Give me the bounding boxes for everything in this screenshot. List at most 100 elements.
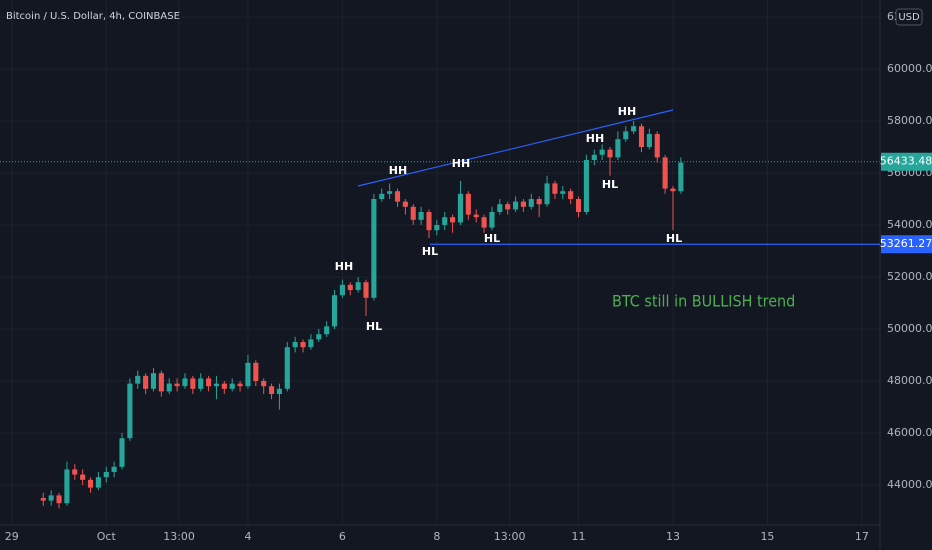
y-tick-label: 60000.00 xyxy=(887,62,932,75)
x-tick-label: 4 xyxy=(244,530,251,543)
candle-body xyxy=(276,388,282,395)
currency-badge xyxy=(895,8,923,26)
candle-body xyxy=(316,334,322,340)
grid xyxy=(0,0,880,525)
candle-body xyxy=(206,378,212,387)
support-price-label: 53261.27 xyxy=(880,237,932,250)
candle-body xyxy=(623,131,629,140)
candle-body xyxy=(135,375,141,384)
candle-body xyxy=(363,282,369,298)
candle-body xyxy=(646,134,652,148)
x-tick-label: Oct xyxy=(97,530,117,543)
candle-body xyxy=(371,199,377,298)
annotation: HL xyxy=(484,232,500,245)
candle-body xyxy=(213,383,220,387)
candle-body xyxy=(662,157,668,189)
candle-body xyxy=(678,162,684,192)
candle-body xyxy=(568,191,574,200)
candle-body xyxy=(418,212,424,220)
annotation: HH xyxy=(389,164,407,177)
candle-body xyxy=(481,217,487,228)
x-tick-label: 29 xyxy=(5,530,19,543)
x-tick-label: 6 xyxy=(339,530,346,543)
candle-body xyxy=(182,378,188,387)
candle-body xyxy=(450,217,456,223)
annotation: HH xyxy=(335,260,353,273)
candle-body xyxy=(473,214,479,218)
candle-body xyxy=(221,383,227,389)
candle-body xyxy=(95,477,101,488)
candle-body xyxy=(253,362,259,382)
chart-title: Bitcoin / U.S. Dollar, 4h, COINBASE xyxy=(6,11,180,22)
candle-body xyxy=(410,206,416,220)
candle-body xyxy=(591,154,597,161)
candle-body xyxy=(583,160,589,213)
candle-body xyxy=(505,204,511,210)
x-tick-label: 8 xyxy=(433,530,440,543)
candle-body xyxy=(229,383,235,389)
candle-body xyxy=(497,204,503,213)
support-price-box xyxy=(881,235,932,254)
annotation: HH xyxy=(586,132,604,145)
candle-body xyxy=(198,378,204,389)
candle-body xyxy=(245,362,251,387)
candle-body xyxy=(261,381,267,387)
candle-body xyxy=(308,339,314,348)
candle-body xyxy=(489,212,495,228)
candle-body xyxy=(552,183,558,194)
candle-body xyxy=(394,191,401,202)
candle-body xyxy=(615,139,621,158)
currency-label: USD xyxy=(898,12,920,23)
candle-body xyxy=(379,193,385,200)
candle-body xyxy=(143,375,149,389)
candle-body xyxy=(465,193,471,215)
y-tick-label: 54000.00 xyxy=(887,218,932,231)
annotation: HL xyxy=(422,245,438,258)
candle-body xyxy=(654,134,660,158)
candle-body xyxy=(536,199,542,205)
candle-body xyxy=(560,191,566,194)
candle-body xyxy=(150,373,157,389)
candle-body xyxy=(268,386,275,395)
y-tick-label: 46000.00 xyxy=(887,426,932,439)
candle-body xyxy=(190,378,196,389)
candles xyxy=(40,121,684,509)
candle-body xyxy=(324,326,330,335)
candle-body xyxy=(599,149,605,155)
candle-body xyxy=(426,212,432,231)
y-tick-label: 50000.00 xyxy=(887,322,932,335)
candle-body xyxy=(544,183,550,205)
candle-body xyxy=(520,201,526,207)
y-tick-label: 48000.00 xyxy=(887,374,932,387)
candle-body xyxy=(339,284,345,296)
y-tick-label: 58000.00 xyxy=(887,114,932,127)
candle-body xyxy=(166,383,172,392)
candle-body xyxy=(513,201,519,210)
candle-body xyxy=(607,149,613,158)
candle-body xyxy=(300,342,306,348)
candle-body xyxy=(72,469,78,475)
candle-body xyxy=(292,342,298,348)
x-tick-label: 15 xyxy=(760,530,774,543)
annotation: HL xyxy=(366,320,382,333)
x-tick-label: 13:00 xyxy=(163,530,195,543)
last-price-label: 56433.48 xyxy=(880,155,932,168)
x-tick-label: 17 xyxy=(855,530,869,543)
x-tick-label: 13 xyxy=(666,530,680,543)
candle-body xyxy=(174,383,180,387)
x-tick-label: 13:00 xyxy=(494,530,526,543)
candle-body xyxy=(457,193,464,223)
annotation: HL xyxy=(602,178,618,191)
candle-body xyxy=(331,295,338,327)
candle-body xyxy=(87,479,94,488)
note: BTC still in BULLISH trend xyxy=(612,292,795,311)
candle-body xyxy=(670,188,676,192)
x-tick-label: 11 xyxy=(572,530,586,543)
candle-body xyxy=(528,199,534,207)
candle-body xyxy=(575,199,582,213)
candle-body xyxy=(158,373,164,392)
annotation: HH xyxy=(618,105,636,118)
candle-body xyxy=(48,495,54,501)
